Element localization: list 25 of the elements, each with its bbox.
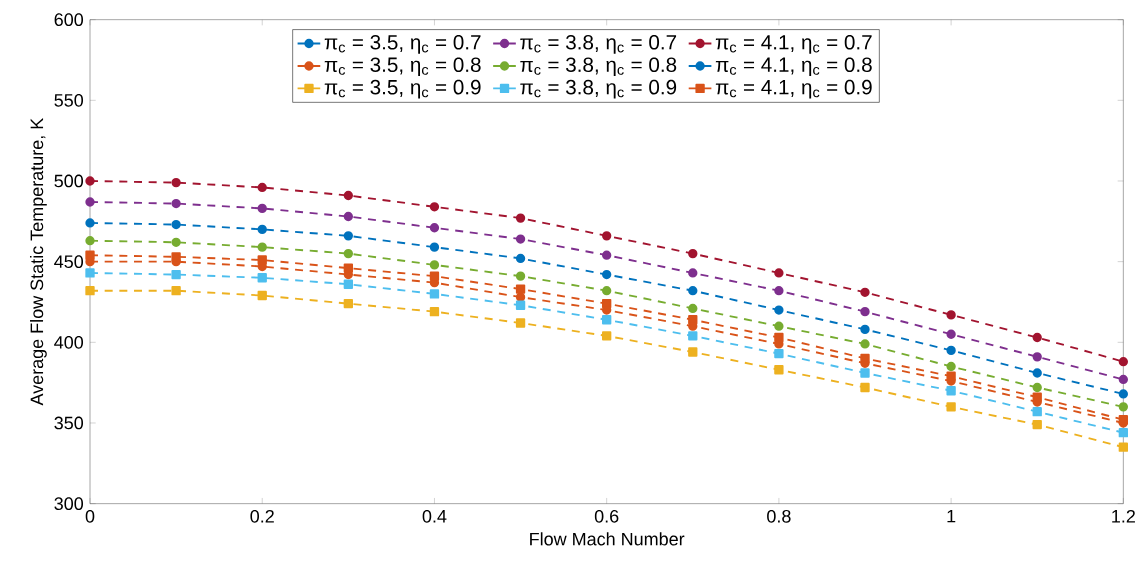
x-tick-label: 0.6 xyxy=(594,509,619,523)
y-tick-label: 600 xyxy=(54,13,84,27)
x-tick-label: 0.4 xyxy=(422,509,447,523)
y-tick-label: 500 xyxy=(54,174,84,188)
legend-label: π$_{c}$ = 3.8, η$_{c}$ = 0.8 xyxy=(520,57,677,77)
x-tick-label: 0.8 xyxy=(767,509,791,523)
y-axis-title: Average Flow Static Temperature, K xyxy=(30,117,47,406)
legend-label: π$_{c}$ = 4.1, η$_{c}$ = 0.9 xyxy=(715,79,872,99)
y-tick-label: 450 xyxy=(54,255,84,269)
legend-label: π$_{c}$ = 4.1, η$_{c}$ = 0.7 xyxy=(715,34,872,54)
y-tick-label: 300 xyxy=(54,497,84,511)
x-tick-label: 1 xyxy=(947,509,956,523)
y-tick-label: 350 xyxy=(54,416,84,430)
y-tick-label: 550 xyxy=(54,93,84,107)
legend-label: π$_{c}$ = 3.8, η$_{c}$ = 0.9 xyxy=(520,79,677,99)
x-axis-title: Flow Mach Number xyxy=(530,532,685,546)
legend-label: π$_{c}$ = 4.1, η$_{c}$ = 0.8 xyxy=(715,57,872,77)
legend-label: π$_{c}$ = 3.5, η$_{c}$ = 0.9 xyxy=(324,79,481,99)
x-tick-label: 0.2 xyxy=(250,509,274,523)
x-tick-label: 0 xyxy=(85,509,95,523)
legend-label: π$_{c}$ = 3.5, η$_{c}$ = 0.7 xyxy=(324,34,481,54)
y-tick-label: 400 xyxy=(54,335,84,349)
x-tick-label: 1.2 xyxy=(1112,509,1135,523)
legend-label: π$_{c}$ = 3.5, η$_{c}$ = 0.8 xyxy=(324,57,481,77)
legend-label: π$_{c}$ = 3.8, η$_{c}$ = 0.7 xyxy=(520,34,677,54)
